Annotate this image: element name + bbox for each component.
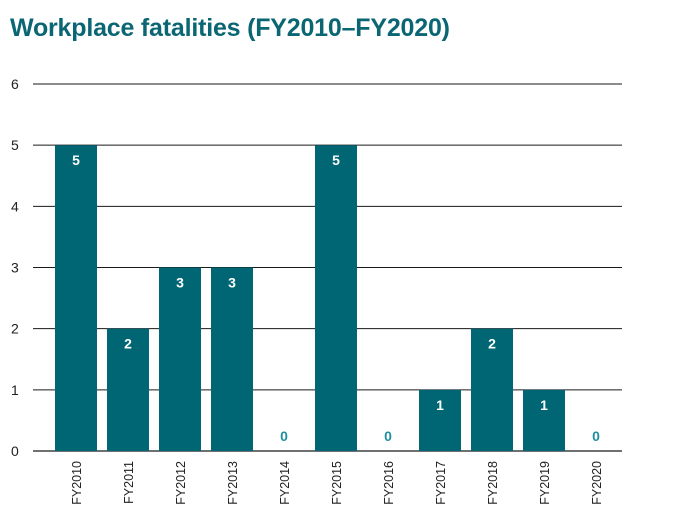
chart-title: Workplace fatalities (FY2010–FY2020) [10, 14, 450, 42]
x-tick-label-fy2020: FY2020 [590, 461, 604, 505]
bar-data-labels: 5 2 3 3 0 5 0 1 2 1 0 [72, 152, 600, 444]
bar-fy2018 [471, 328, 513, 451]
data-label-fy2017: 1 [436, 397, 444, 413]
x-tick-label-fy2019: FY2019 [538, 461, 552, 505]
x-tick-label-fy2012: FY2012 [174, 461, 188, 505]
x-tick-label-fy2014: FY2014 [278, 461, 292, 505]
bar-fy2012 [159, 267, 201, 451]
y-tick-label: 5 [11, 137, 19, 153]
bar-fy2010 [55, 145, 97, 451]
data-label-fy2010: 5 [72, 152, 80, 168]
data-label-fy2020: 0 [592, 428, 600, 444]
x-tick-label-fy2010: FY2010 [70, 461, 84, 505]
x-tick-label-fy2016: FY2016 [382, 461, 396, 505]
data-label-fy2011: 2 [124, 336, 132, 352]
data-label-fy2019: 1 [540, 397, 548, 413]
x-tick-label-fy2017: FY2017 [434, 461, 448, 505]
y-tick-label: 1 [11, 382, 19, 398]
data-label-fy2015: 5 [332, 152, 340, 168]
y-tick-label: 2 [11, 321, 19, 337]
x-axis-ticks: FY2010 FY2011 FY2012 FY2013 FY2014 FY2015 FY20… [70, 461, 604, 505]
data-label-fy2016: 0 [384, 428, 392, 444]
bars [55, 145, 565, 451]
y-tick-label: 4 [11, 198, 19, 214]
x-tick-label-fy2018: FY2018 [486, 461, 500, 505]
data-label-fy2018: 2 [488, 336, 496, 352]
y-tick-label: 3 [11, 260, 19, 276]
x-tick-label-fy2011: FY2011 [122, 461, 136, 504]
x-tick-label-fy2013: FY2013 [226, 461, 240, 505]
y-tick-label: 0 [11, 443, 19, 459]
bar-fy2011 [107, 328, 149, 451]
data-label-fy2013: 3 [228, 275, 236, 291]
bar-fy2015 [315, 145, 357, 451]
x-tick-label-fy2015: FY2015 [330, 461, 344, 505]
data-label-fy2014: 0 [280, 428, 288, 444]
bar-fy2019 [523, 389, 565, 451]
bar-fy2017 [419, 389, 461, 451]
y-tick-label: 6 [11, 76, 19, 92]
y-axis-ticks: 0 1 2 3 4 5 6 [11, 76, 19, 459]
data-label-fy2012: 3 [176, 275, 184, 291]
bar-fy2013 [211, 267, 253, 451]
